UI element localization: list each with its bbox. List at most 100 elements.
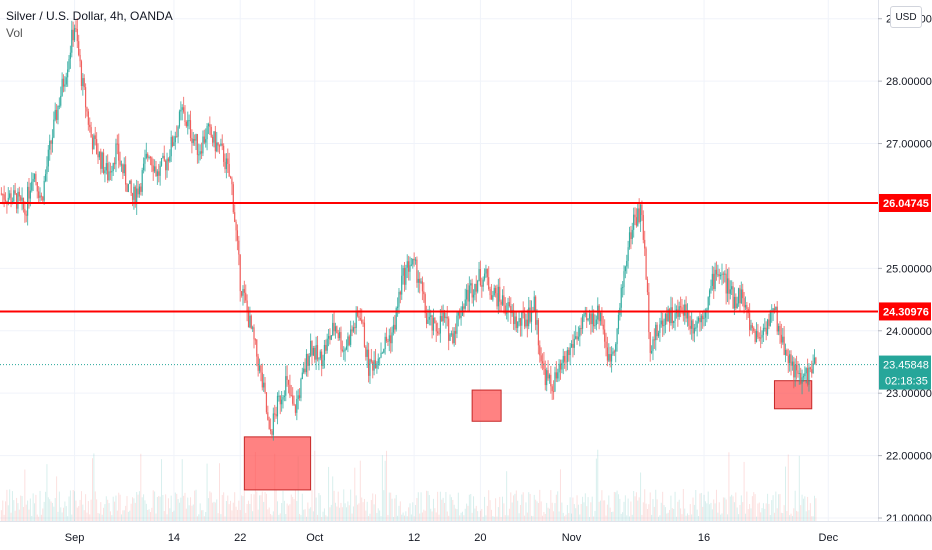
x-tick-label: 14 [168,532,180,544]
candle-body [54,109,56,120]
candle-body [413,258,415,261]
candle-body [521,310,523,326]
candle-body [751,325,753,328]
candle-body [385,336,388,341]
candle-body [613,351,615,353]
volume-bar [595,458,597,521]
volume-bar [354,467,356,521]
volume-bar [91,458,93,521]
candlesticks [0,18,817,441]
candle-body [388,335,390,342]
candle-body [345,346,348,350]
volume-bar [624,495,626,521]
highlight-box [471,389,502,422]
candle-body [325,344,327,351]
candle-body [515,316,517,329]
volume-bar [180,497,182,521]
candle-body [514,316,516,325]
candle-body [366,349,368,357]
volume-bar [162,494,164,521]
volume-bar [565,514,567,521]
volume-bar [259,495,261,521]
volume-bar [583,502,585,521]
candle-body [238,240,240,255]
candle-body [749,313,751,330]
volume-bar [332,476,334,521]
volume-bar [308,508,310,521]
volume-bar [729,496,731,521]
volume-bar [344,503,346,521]
candle-body [142,163,145,171]
highlight-box [773,380,813,410]
volume-bar [134,502,136,521]
volume-bar [463,515,465,521]
volume-bar [751,496,753,521]
candle-body [36,182,38,192]
candle-body [58,105,60,107]
volume-bar [675,516,677,521]
volume-bar [641,514,643,521]
currency-button[interactable]: USD [890,6,922,28]
candle-body [61,78,63,96]
candle-body [354,327,356,329]
candle-body [274,413,276,415]
volume-bar [649,492,651,521]
volume-bar [212,502,214,521]
volume-bar [165,494,167,521]
candle-body [213,131,215,143]
candle-body [755,331,758,342]
volume-bar [550,490,552,521]
candle-body [174,136,176,143]
volume-bar [137,494,139,521]
volume-bar [670,495,672,521]
candle-body [679,306,682,308]
candle-body [435,323,437,332]
candle-body [395,308,397,330]
volume-bar [318,493,320,521]
volume-bar [631,514,633,521]
volume-bar [502,496,504,521]
volume-bar [202,510,204,521]
candle-body [736,303,738,309]
volume-bar [493,516,495,521]
candle-body [633,214,635,230]
candle-body [73,28,76,41]
y-tick-label: 27.00000 [886,139,932,151]
volume-bar [311,489,313,521]
volume-bar [177,499,179,521]
candle-body [489,288,491,296]
candle-body [483,273,486,280]
candle-body [369,359,371,376]
candle-body [586,313,588,321]
volume-bar [223,492,225,521]
candle-body [80,61,83,86]
volume-bar [474,508,476,521]
volume-bar [577,504,579,521]
volume-bar [539,489,541,521]
candle-body [508,302,511,307]
candle-body [194,139,196,141]
candle-body [409,265,411,272]
volume-bar [427,491,429,521]
volume-bar [394,498,396,521]
volume-bar [336,506,338,521]
volume-bar [210,492,212,521]
candle-body [622,287,624,289]
candle-body [24,208,26,215]
volume-bar [617,494,619,521]
candle-body [663,325,665,327]
candle-body [101,152,103,169]
volume-bar [158,495,160,521]
volume-bar [423,509,425,521]
candle-body [490,295,493,300]
candle-body [158,171,160,176]
candle-body [576,336,578,340]
candle-body [156,171,158,177]
volume-bar [314,450,316,521]
volume-bar [453,504,455,521]
candle-body [688,311,690,326]
candle-body [615,344,617,352]
candle-body [806,368,809,385]
candle-body [599,312,602,322]
